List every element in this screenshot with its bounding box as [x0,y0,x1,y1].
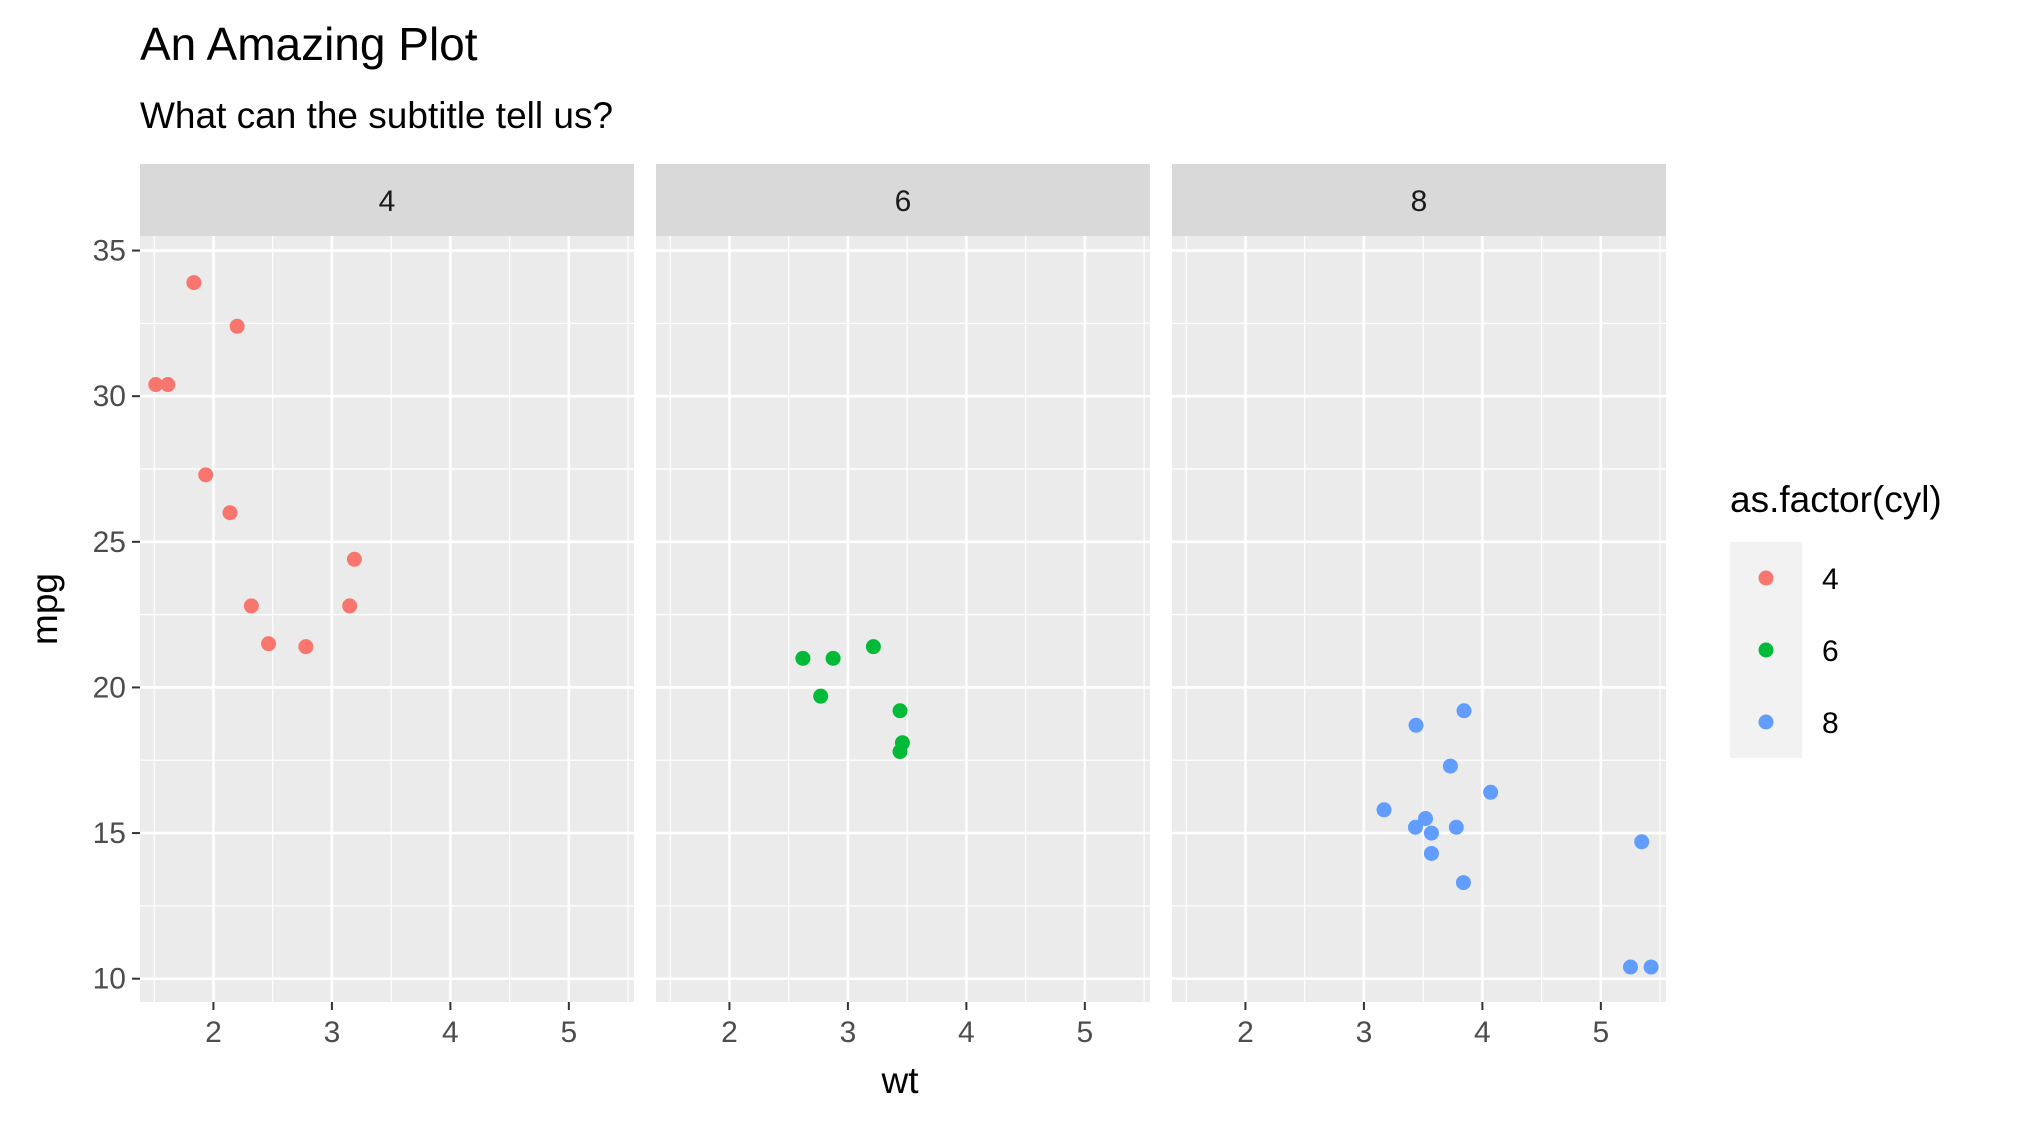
data-point [1442,758,1458,774]
data-point [892,744,908,760]
facet-panel-4: 4 2 3 4 5 [140,164,634,1049]
data-point [1455,875,1471,891]
facet-strip [140,164,634,236]
facet-panels: 4 2 3 4 5 6 2 3 4 5 8 2 3 4 5 [140,164,1666,1049]
data-point [813,688,829,704]
data-point [346,551,362,567]
legend: as.factor(cyl) 4 6 8 [1730,479,1942,758]
y-axis-title: mpg [24,573,65,645]
data-point [1408,717,1424,733]
x-tick-label: 2 [721,1016,738,1049]
data-point [261,636,277,652]
data-point [342,598,358,614]
facet-panel-8: 8 2 3 4 5 [1172,164,1666,1049]
x-tick-label: 3 [1356,1016,1373,1049]
x-tick-label: 4 [958,1016,975,1049]
x-tick-label: 4 [442,1016,459,1049]
data-point [1423,845,1439,861]
data-point [1643,959,1659,975]
data-point [1407,819,1423,835]
legend-label: 6 [1822,635,1839,668]
x-tick-label: 5 [1077,1016,1094,1049]
data-point [222,505,238,521]
facet-strip [1172,164,1666,236]
data-point [243,598,259,614]
data-point [1423,825,1439,841]
data-point [825,650,841,666]
x-axis-title: wt [881,1060,920,1101]
facet-strip-label: 4 [379,185,396,218]
data-point [795,650,811,666]
y-tick-label: 15 [93,817,126,850]
chart-title: An Amazing Plot [140,18,478,70]
x-tick-label: 5 [561,1016,578,1049]
y-axis: 10 15 20 25 30 35 [93,235,140,996]
data-point [148,377,164,393]
y-tick-label: 25 [93,526,126,559]
x-tick-label: 3 [840,1016,857,1049]
legend-label: 8 [1822,707,1839,740]
data-point [298,639,314,655]
panel-background [140,236,634,1002]
chart-subtitle: What can the subtitle tell us? [140,95,613,136]
legend-title: as.factor(cyl) [1730,479,1942,520]
data-point [1634,834,1650,850]
y-tick-label: 35 [93,235,126,268]
y-tick-label: 10 [93,963,126,996]
data-point [1456,703,1472,719]
data-point [160,377,176,393]
y-tick-label: 30 [93,380,126,413]
legend-key-4 [1758,570,1774,586]
x-tick-label: 3 [324,1016,341,1049]
data-point [892,703,908,719]
data-point [1448,819,1464,835]
data-point [1483,784,1499,800]
data-point [1418,811,1434,827]
legend-key-8 [1758,714,1774,730]
x-tick-label: 4 [1474,1016,1491,1049]
facet-strip-label: 8 [1411,185,1428,218]
y-tick-label: 20 [93,671,126,704]
data-point [186,275,202,291]
x-tick-label: 2 [205,1016,222,1049]
data-point [865,639,881,655]
facet-strip [656,164,1150,236]
panel-background [656,236,1150,1002]
data-point [198,467,214,483]
legend-label: 4 [1822,563,1839,596]
legend-key-6 [1758,642,1774,658]
data-point [229,318,245,334]
x-tick-label: 2 [1237,1016,1254,1049]
data-point [1376,802,1392,818]
facet-panel-6: 6 2 3 4 5 [656,164,1150,1049]
data-point [1622,959,1638,975]
x-tick-label: 5 [1593,1016,1610,1049]
panel-background [1172,236,1666,1002]
facet-strip-label: 6 [895,185,912,218]
